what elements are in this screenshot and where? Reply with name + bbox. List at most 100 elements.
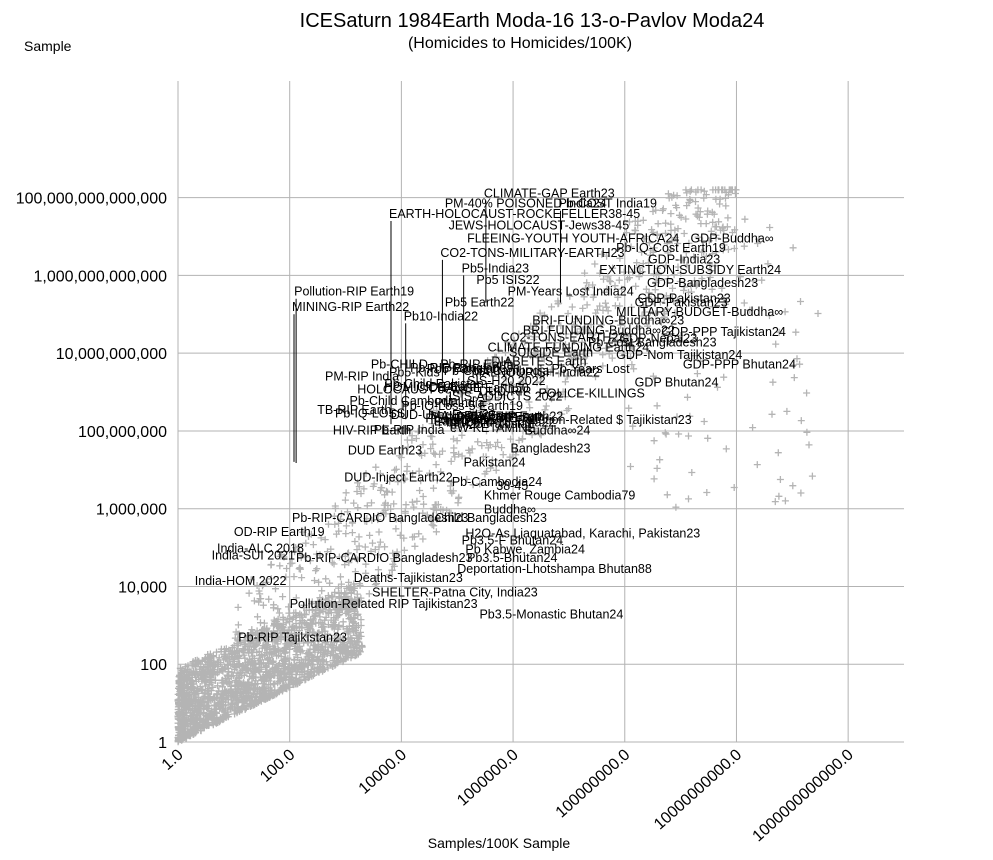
scatter-point — [238, 663, 246, 671]
scatter-point — [209, 683, 217, 691]
scatter-point — [590, 291, 598, 299]
scatter-point — [345, 622, 353, 630]
scatter-point — [214, 658, 222, 666]
scatter-point — [345, 557, 353, 565]
scatter-point — [303, 650, 311, 657]
scatter-point — [299, 528, 307, 536]
scatter-point — [250, 690, 258, 698]
scatter-point — [508, 343, 515, 351]
scatter-point — [695, 213, 703, 221]
scatter-point — [282, 619, 290, 627]
scatter-point — [300, 601, 308, 609]
scatter-point — [603, 303, 610, 311]
scatter-point — [361, 543, 369, 551]
scatter-point — [564, 372, 572, 380]
scatter-point — [682, 186, 690, 194]
scatter-point — [298, 574, 306, 582]
annotation-label: DUD Earth23 — [348, 443, 422, 457]
scatter-point — [455, 493, 463, 501]
scatter-point — [328, 623, 336, 631]
annotation-label: Pb5 Earth22 — [445, 295, 515, 309]
scatter-point — [185, 697, 193, 705]
scatter-point — [188, 683, 196, 691]
scatter-point — [677, 213, 685, 221]
scatter-point — [244, 678, 252, 686]
scatter-point — [729, 229, 736, 236]
scatter-point — [492, 419, 500, 427]
scatter-point — [607, 278, 615, 286]
scatter-point — [298, 668, 306, 676]
scatter-point — [663, 305, 671, 313]
scatter-point — [401, 474, 408, 482]
scatter-point — [671, 309, 679, 317]
scatter-point — [789, 482, 797, 490]
scatter-point — [605, 350, 613, 358]
scatter-point — [532, 320, 540, 328]
scatter-point — [463, 382, 471, 390]
scatter-point — [454, 499, 462, 507]
scatter-point — [570, 338, 578, 345]
scatter-point — [259, 685, 267, 693]
scatter-point — [215, 654, 223, 662]
scatter-point — [282, 648, 289, 656]
scatter-point — [328, 592, 336, 600]
scatter-point — [185, 671, 192, 679]
scatter-point — [353, 546, 361, 554]
scatter-point — [561, 393, 569, 401]
scatter-point — [204, 658, 212, 666]
annotation-label: Pollution-Related $ Tajikistan23 — [517, 413, 691, 427]
scatter-point — [347, 654, 355, 662]
scatter-point — [379, 508, 387, 516]
scatter-point — [305, 629, 313, 637]
scatter-point — [192, 707, 200, 715]
scatter-point — [766, 224, 774, 231]
scatter-point — [348, 519, 356, 527]
y-tick-label: 100,000,000,000,000 — [16, 191, 167, 208]
annotation-label: TB-RIP Earth — [317, 403, 391, 417]
scatter-point — [502, 349, 509, 357]
scatter-point — [578, 338, 586, 346]
scatter-point — [711, 262, 719, 270]
scatter-point — [392, 515, 400, 523]
scatter-point — [362, 560, 370, 568]
scatter-point — [371, 581, 379, 589]
scatter-point — [431, 501, 439, 509]
y-tick-label: 1 — [158, 735, 167, 752]
scatter-point — [303, 621, 311, 629]
annotation-label: CLIMATE-FUNDING Earth24 — [488, 341, 650, 355]
scatter-point — [247, 700, 255, 708]
scatter-point — [301, 553, 309, 561]
scatter-point — [575, 390, 582, 398]
scatter-point — [400, 546, 408, 554]
scatter-point — [291, 630, 299, 638]
scatter-point — [344, 508, 351, 516]
scatter-point — [433, 476, 441, 484]
scatter-point — [339, 658, 347, 666]
annotation-label: GDP-Nepal23 — [619, 331, 697, 345]
scatter-point — [591, 260, 599, 268]
scatter-point — [639, 260, 647, 267]
scatter-point — [314, 637, 322, 645]
scatter-point — [661, 310, 668, 318]
scatter-point — [426, 469, 433, 477]
scatter-point — [719, 223, 727, 231]
scatter-point — [453, 437, 461, 445]
scatter-point — [342, 530, 350, 538]
scatter-point — [256, 595, 264, 603]
scatter-point — [319, 607, 327, 615]
scatter-point — [527, 322, 535, 330]
scatter-point — [466, 408, 474, 416]
scatter-point — [295, 548, 303, 555]
scatter-point — [219, 716, 227, 724]
scatter-point — [504, 357, 512, 365]
scatter-point — [724, 214, 732, 222]
scatter-point — [256, 652, 263, 660]
scatter-point — [700, 418, 708, 425]
scatter-point — [617, 321, 625, 329]
scatter-point — [740, 299, 748, 307]
scatter-point — [667, 220, 675, 228]
scatter-point — [502, 375, 510, 383]
scatter-point — [667, 210, 675, 218]
scatter-point — [337, 580, 345, 588]
annotation-label: India-ALC 2018 — [217, 541, 304, 555]
